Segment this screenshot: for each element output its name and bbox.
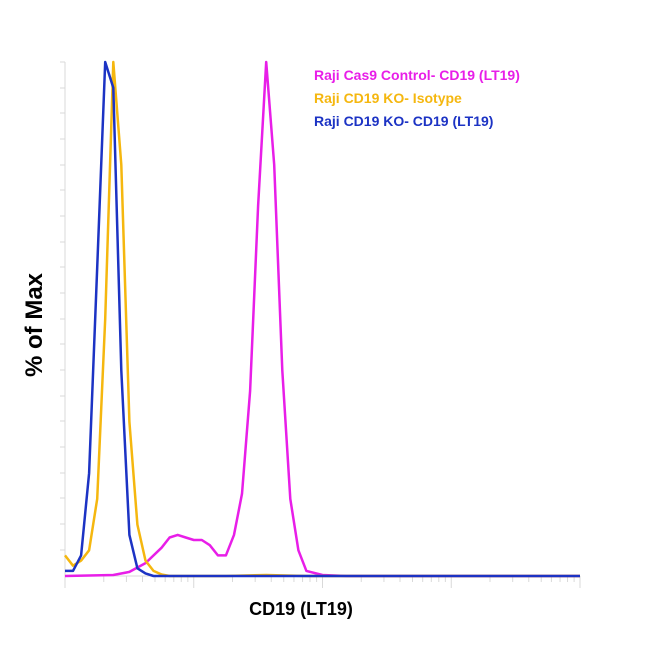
legend-entry-2: Raji CD19 KO- CD19 (LT19) (314, 113, 493, 129)
legend-entry-0: Raji Cas9 Control- CD19 (LT19) (314, 67, 520, 83)
y-axis-title: % of Max (21, 272, 48, 377)
axes (60, 61, 581, 588)
legend-entry-1: Raji CD19 KO- Isotype (314, 90, 462, 106)
series-layer (64, 60, 580, 578)
series-line-2 (65, 60, 580, 578)
legend: Raji Cas9 Control- CD19 (LT19) Raji CD19 … (314, 67, 520, 129)
series-line-1 (64, 60, 580, 578)
x-ticks (64, 576, 581, 588)
series-line-0 (64, 60, 580, 578)
y-ticks (60, 61, 65, 551)
x-axis-title: CD19 (LT19) (249, 599, 353, 619)
